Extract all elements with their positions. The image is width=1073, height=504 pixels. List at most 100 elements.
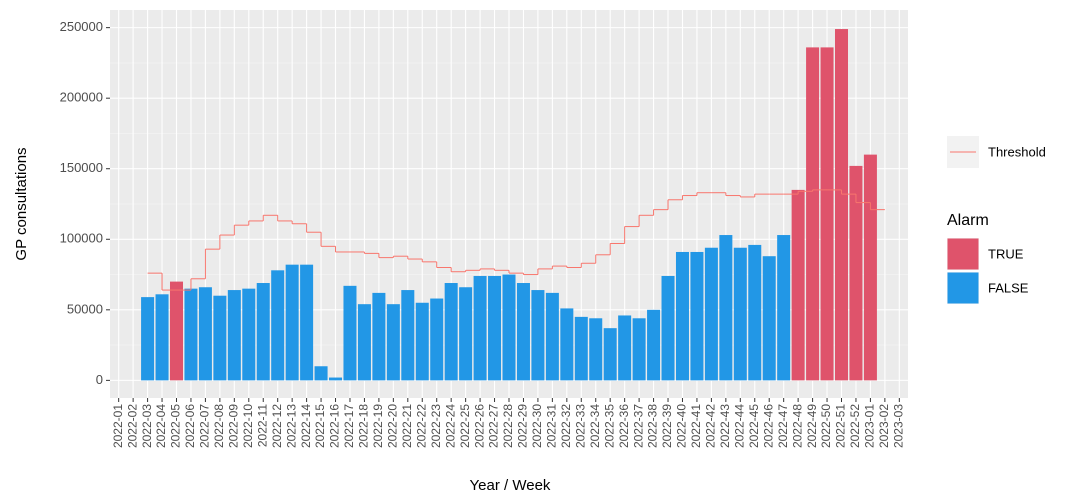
x-tick-label: 2022-04: [154, 404, 168, 448]
bar: [820, 47, 834, 381]
x-tick-label: 2022-24: [443, 404, 457, 448]
x-tick-label: 2022-25: [458, 404, 472, 448]
bar: [300, 264, 314, 381]
legend-label: Threshold: [988, 144, 1046, 159]
x-tick-label: 2022-47: [776, 404, 790, 448]
x-tick-label: 2022-20: [386, 404, 400, 448]
bar: [603, 328, 617, 381]
bar: [430, 298, 444, 381]
x-tick-label: 2022-41: [689, 404, 703, 448]
x-tick-label: 2022-09: [226, 404, 240, 448]
bar: [169, 281, 184, 381]
y-tick-label: 50000: [67, 301, 103, 316]
bar: [719, 235, 733, 381]
x-tick-label: 2022-32: [559, 404, 573, 448]
legend-label: TRUE: [988, 246, 1024, 261]
x-tick-label: 2022-28: [501, 404, 515, 448]
bar: [849, 165, 863, 381]
bar: [762, 256, 776, 381]
y-tick-label: 100000: [60, 231, 103, 246]
bar: [198, 287, 212, 381]
bar: [213, 295, 227, 381]
x-tick-label: 2022-40: [675, 404, 689, 448]
bar: [314, 366, 328, 381]
x-tick-label: 2022-51: [834, 404, 848, 448]
bar: [531, 290, 545, 381]
x-tick-label: 2022-15: [313, 404, 327, 448]
bar: [357, 304, 371, 381]
bar: [285, 264, 299, 381]
x-tick-label: 2022-23: [429, 404, 443, 448]
bar: [560, 308, 574, 381]
legend-swatch: [947, 272, 979, 304]
bar: [574, 316, 588, 381]
x-tick-label: 2022-36: [617, 404, 631, 448]
x-tick-label: 2022-48: [790, 404, 804, 448]
y-axis-title: GP consultations: [13, 147, 30, 260]
bar: [271, 270, 285, 381]
legend-title: Alarm: [947, 212, 989, 229]
x-axis-title: Year / Week: [470, 477, 551, 494]
bar: [502, 274, 516, 381]
x-tick-label: 2022-39: [660, 404, 674, 448]
bar: [618, 315, 632, 381]
bar: [690, 251, 704, 381]
bar: [141, 297, 155, 381]
x-tick-label: 2022-12: [270, 404, 284, 448]
x-tick-label: 2022-38: [646, 404, 660, 448]
x-tick-label: 2022-21: [400, 404, 414, 448]
bar: [777, 235, 791, 381]
x-tick-label: 2022-37: [631, 404, 645, 448]
bar: [473, 275, 487, 381]
bar: [444, 283, 458, 381]
x-tick-label: 2022-07: [198, 404, 212, 448]
bar: [329, 377, 343, 381]
bar: [545, 292, 559, 381]
x-tick-label: 2022-31: [545, 404, 559, 448]
x-tick-label: 2022-52: [848, 404, 862, 448]
bar: [155, 294, 169, 381]
x-tick-label: 2022-10: [241, 404, 255, 448]
x-tick-label: 2022-29: [516, 404, 530, 448]
bar: [256, 283, 270, 381]
x-tick-label: 2022-46: [761, 404, 775, 448]
bar: [343, 285, 357, 381]
bar: [516, 283, 530, 381]
bar: [675, 251, 689, 381]
x-tick-label: 2022-05: [169, 404, 183, 448]
x-tick-label: 2022-43: [718, 404, 732, 448]
bar: [459, 287, 473, 381]
x-tick-label: 2022-35: [602, 404, 616, 448]
bar: [791, 189, 805, 381]
bar: [647, 309, 661, 381]
legend-swatch: [947, 238, 979, 270]
x-tick-label: 2022-11: [255, 404, 269, 447]
x-tick-label: 2022-14: [299, 404, 313, 448]
bar: [632, 318, 646, 381]
bar: [863, 154, 877, 381]
x-tick-label: 2022-27: [487, 404, 501, 448]
y-tick-label: 200000: [60, 90, 103, 105]
bar: [488, 275, 502, 381]
x-tick-label: 2022-30: [530, 404, 544, 448]
bar: [589, 318, 603, 381]
x-tick-label: 2022-44: [732, 404, 746, 448]
x-tick-label: 2022-22: [414, 404, 428, 448]
x-tick-label: 2022-19: [371, 404, 385, 448]
bar: [661, 275, 675, 381]
y-tick-label: 250000: [60, 19, 103, 34]
bar: [704, 247, 718, 381]
x-tick-label: 2023-02: [877, 404, 891, 448]
bar: [415, 302, 429, 381]
bar: [242, 288, 256, 381]
x-tick-label: 2022-03: [140, 404, 154, 448]
x-tick-label: 2022-01: [111, 404, 125, 448]
legend-label: FALSE: [988, 280, 1029, 295]
x-tick-label: 2022-26: [472, 404, 486, 448]
x-tick-label: 2022-08: [212, 404, 226, 448]
y-tick-label: 150000: [60, 160, 103, 175]
x-tick-label: 2022-33: [573, 404, 587, 448]
x-tick-label: 2022-17: [342, 404, 356, 448]
x-tick-label: 2022-42: [704, 404, 718, 448]
x-tick-label: 2022-49: [805, 404, 819, 448]
